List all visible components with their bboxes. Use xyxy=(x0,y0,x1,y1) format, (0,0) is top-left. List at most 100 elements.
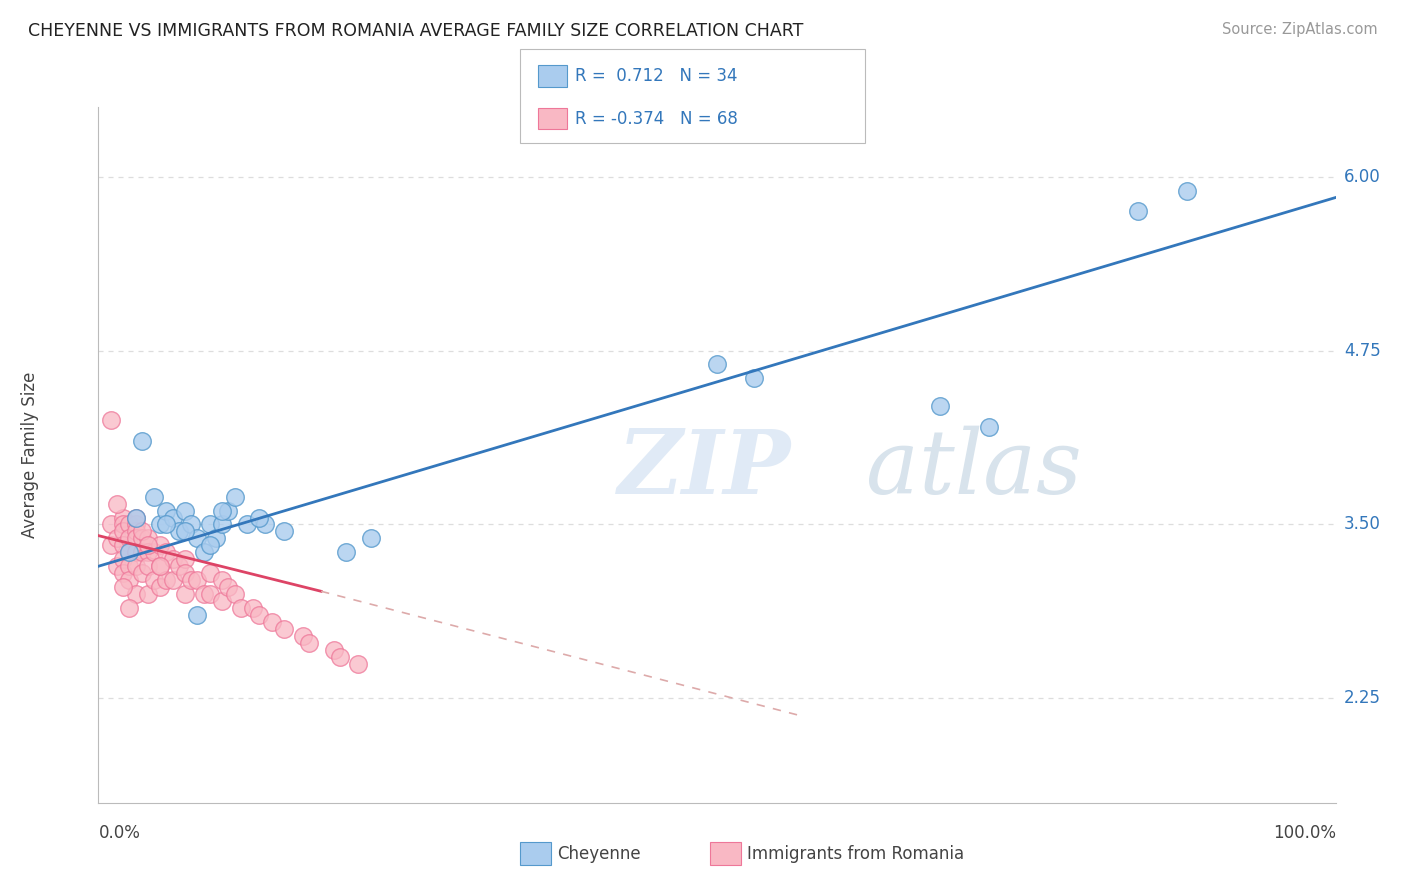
Point xyxy=(100,517,122,532)
Point xyxy=(217,503,239,517)
Point xyxy=(186,607,208,622)
Point xyxy=(149,517,172,532)
Point xyxy=(112,552,135,566)
Point xyxy=(211,573,233,587)
Point xyxy=(198,538,221,552)
Point xyxy=(174,566,197,581)
Point xyxy=(124,587,146,601)
Point xyxy=(162,573,184,587)
Point xyxy=(118,559,141,574)
Point xyxy=(143,573,166,587)
Point xyxy=(155,503,177,517)
Point xyxy=(242,601,264,615)
Point xyxy=(149,538,172,552)
Point xyxy=(247,510,270,524)
Text: 100.0%: 100.0% xyxy=(1272,823,1336,842)
Point xyxy=(335,545,357,559)
Text: Cheyenne: Cheyenne xyxy=(557,845,640,863)
Point xyxy=(118,545,141,559)
Point xyxy=(360,532,382,546)
Point xyxy=(260,615,283,629)
Point xyxy=(193,545,215,559)
Point xyxy=(124,517,146,532)
Point xyxy=(162,552,184,566)
Point xyxy=(131,524,153,539)
Point xyxy=(124,510,146,524)
Point xyxy=(112,538,135,552)
Point xyxy=(100,538,122,552)
Text: R =  0.712   N = 34: R = 0.712 N = 34 xyxy=(575,67,738,85)
Point xyxy=(136,545,159,559)
Point xyxy=(112,524,135,539)
Point xyxy=(174,587,197,601)
Point xyxy=(1126,204,1149,219)
Text: 4.75: 4.75 xyxy=(1344,342,1381,359)
Point xyxy=(224,587,246,601)
Point xyxy=(124,559,146,574)
Text: 2.25: 2.25 xyxy=(1344,690,1381,707)
Point xyxy=(118,573,141,587)
Point xyxy=(174,552,197,566)
Point xyxy=(155,573,177,587)
Point xyxy=(329,649,352,664)
Point xyxy=(247,607,270,622)
Point xyxy=(167,524,190,539)
Point xyxy=(180,517,202,532)
Point xyxy=(136,538,159,552)
Point xyxy=(155,545,177,559)
Point xyxy=(928,399,950,413)
Point xyxy=(1175,184,1198,198)
Point xyxy=(205,532,228,546)
Point xyxy=(112,510,135,524)
Point xyxy=(193,587,215,601)
Text: CHEYENNE VS IMMIGRANTS FROM ROMANIA AVERAGE FAMILY SIZE CORRELATION CHART: CHEYENNE VS IMMIGRANTS FROM ROMANIA AVER… xyxy=(28,22,803,40)
Point xyxy=(136,532,159,546)
Point xyxy=(162,510,184,524)
Point xyxy=(180,573,202,587)
Point xyxy=(131,545,153,559)
Point xyxy=(105,532,128,546)
Point xyxy=(174,524,197,539)
Point xyxy=(229,601,252,615)
Point xyxy=(198,517,221,532)
Point xyxy=(211,517,233,532)
Point xyxy=(149,559,172,574)
Point xyxy=(143,545,166,559)
Point xyxy=(174,503,197,517)
Point xyxy=(291,629,314,643)
Text: R = -0.374   N = 68: R = -0.374 N = 68 xyxy=(575,110,738,128)
Point xyxy=(186,573,208,587)
Point xyxy=(124,545,146,559)
Point xyxy=(198,566,221,581)
Point xyxy=(149,559,172,574)
Point xyxy=(979,420,1001,434)
Text: atlas: atlas xyxy=(866,425,1081,512)
Point xyxy=(100,413,122,427)
Point xyxy=(273,622,295,636)
Text: ZIP: ZIP xyxy=(619,425,792,512)
Point xyxy=(143,490,166,504)
Point xyxy=(211,503,233,517)
Point xyxy=(131,566,153,581)
Point xyxy=(105,559,128,574)
Point xyxy=(124,524,146,539)
Point xyxy=(298,636,321,650)
Point xyxy=(155,517,177,532)
Point xyxy=(273,524,295,539)
Point xyxy=(211,594,233,608)
Point xyxy=(186,532,208,546)
Point xyxy=(131,434,153,448)
Text: Immigrants from Romania: Immigrants from Romania xyxy=(747,845,963,863)
Point xyxy=(742,371,765,385)
Text: 0.0%: 0.0% xyxy=(98,823,141,842)
Point xyxy=(124,532,146,546)
Point xyxy=(118,517,141,532)
Point xyxy=(112,580,135,594)
Point xyxy=(136,559,159,574)
Point xyxy=(198,587,221,601)
Point xyxy=(118,601,141,615)
Point xyxy=(167,559,190,574)
Point xyxy=(217,580,239,594)
Point xyxy=(105,497,128,511)
Point xyxy=(118,532,141,546)
